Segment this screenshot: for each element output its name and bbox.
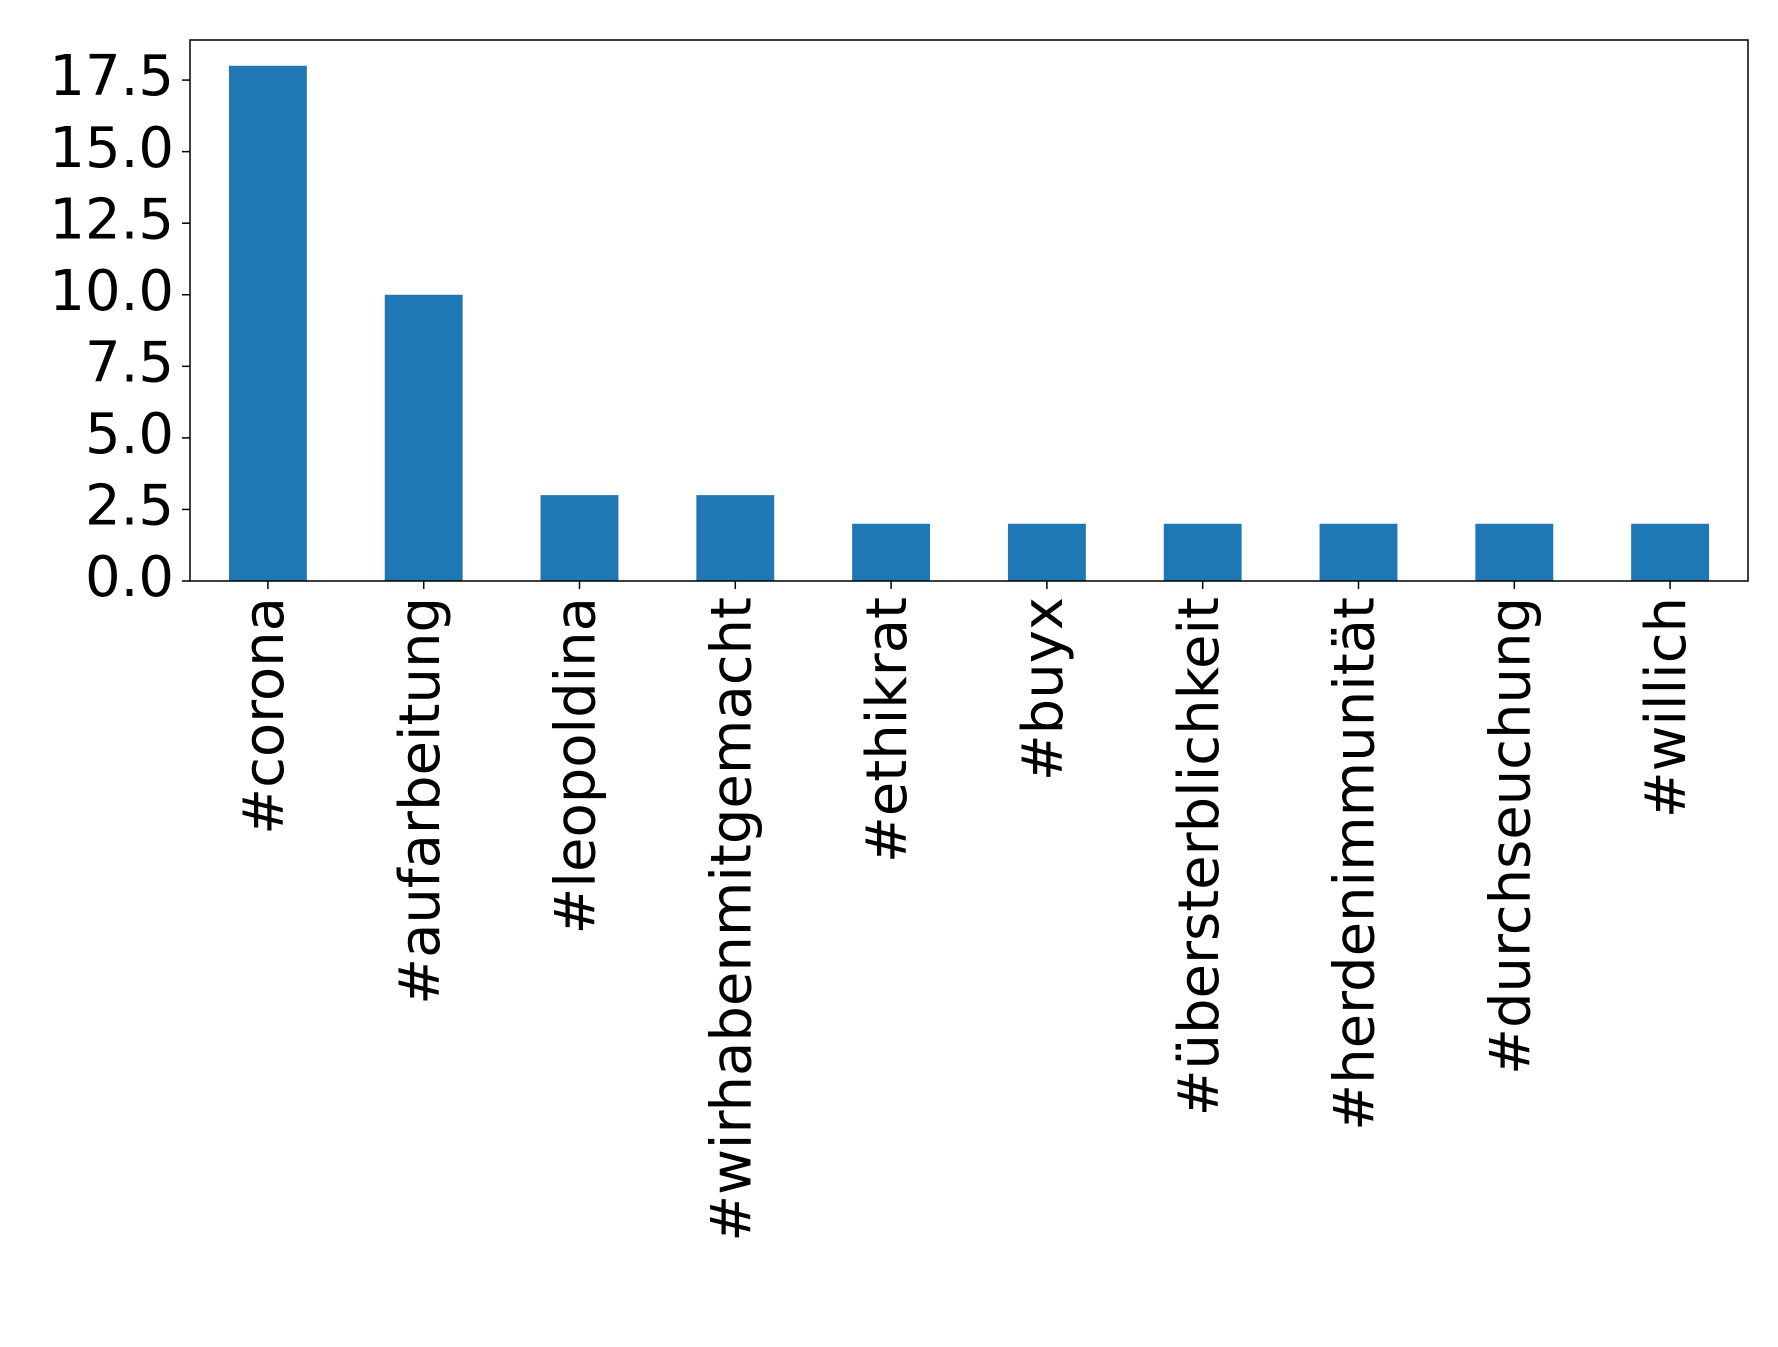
bar [1319, 523, 1398, 581]
x-tick-label: #übersterblichkeit [1167, 597, 1232, 1116]
bar [1631, 523, 1710, 581]
bar [852, 523, 931, 581]
bar [1163, 523, 1242, 581]
bar [696, 495, 775, 581]
y-tick-label: 7.5 [85, 330, 174, 395]
x-tick-label: #wirhabenmitgemacht [699, 597, 764, 1242]
y-tick-label: 17.5 [49, 44, 174, 109]
x-tick-label: #aufarbeitung [388, 597, 453, 1005]
bar [540, 495, 619, 581]
x-tick-label: #herdenimmunität [1323, 597, 1388, 1131]
y-tick-label: 10.0 [49, 259, 174, 324]
y-tick-label: 12.5 [49, 187, 174, 252]
x-tick-label: #durchseuchung [1478, 597, 1543, 1075]
bar [1007, 523, 1086, 581]
bar [1475, 523, 1554, 581]
plot-frame [189, 39, 1749, 582]
x-tick-label: #willich [1634, 597, 1699, 818]
y-tick-label: 5.0 [85, 402, 174, 467]
x-tick-label: #leopoldina [544, 597, 609, 934]
bar [384, 294, 463, 581]
y-tick-label: 2.5 [85, 474, 174, 539]
x-tick-label: #ethikrat [855, 597, 920, 863]
y-tick-label: 15.0 [49, 116, 174, 181]
y-tick-label: 0.0 [85, 545, 174, 610]
bar [228, 65, 307, 581]
x-tick-label: #corona [232, 597, 297, 835]
x-tick-label: #buyx [1011, 597, 1076, 781]
